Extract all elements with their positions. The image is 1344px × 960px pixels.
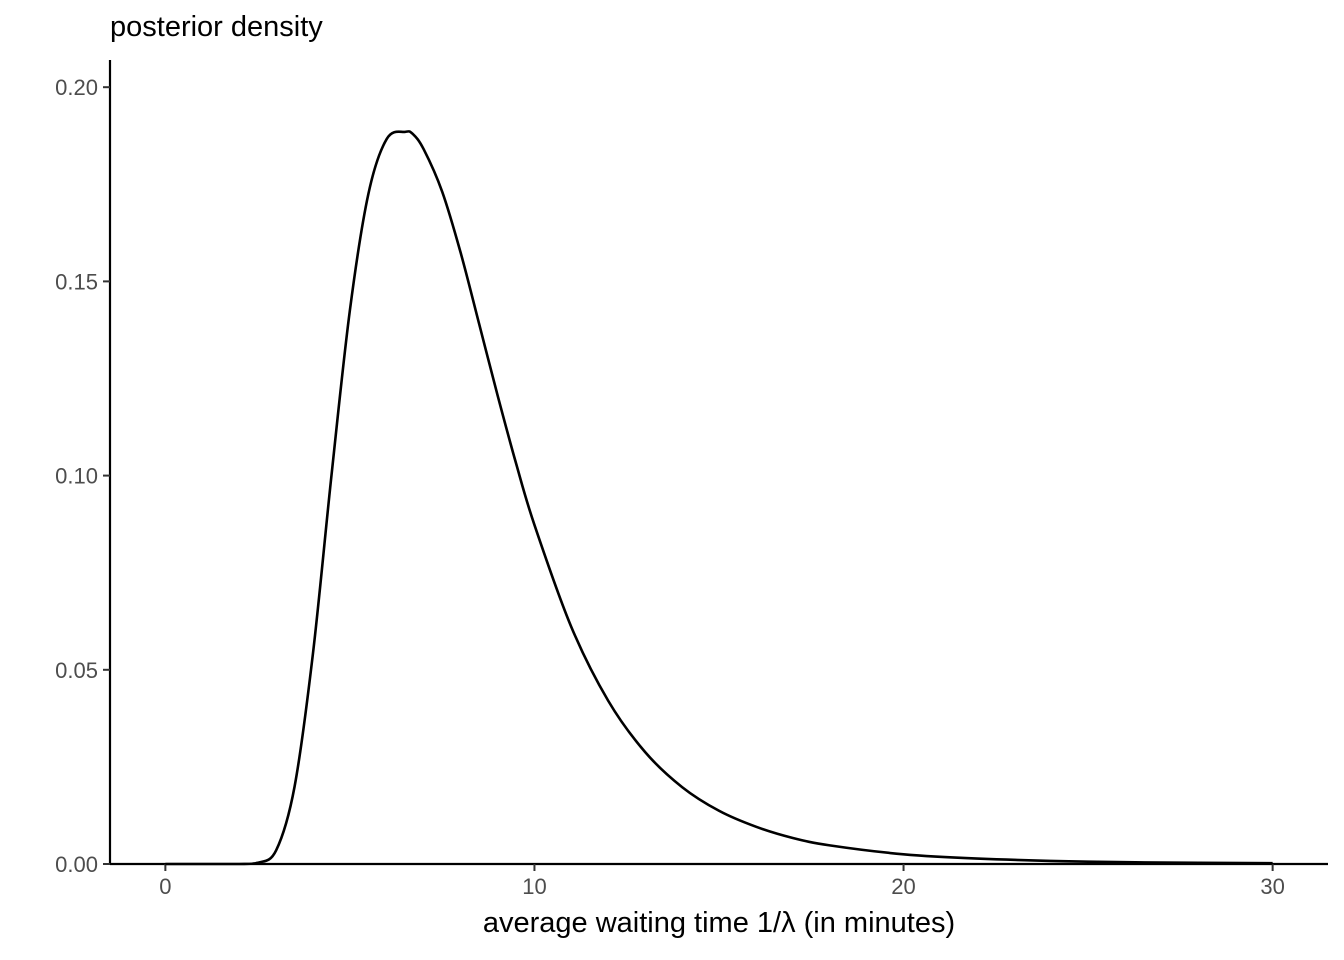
y-axis: 0.00 0.05 0.10 0.15 0.20 <box>55 60 112 877</box>
y-tick-label: 0.15 <box>55 269 98 294</box>
plot-area <box>165 130 1273 866</box>
y-tick-label: 0.20 <box>55 75 98 100</box>
chart-title: posterior density <box>110 11 323 43</box>
x-tick-label: 20 <box>891 874 915 899</box>
x-axis-title: average waiting time 1/λ (in minutes) <box>483 907 955 939</box>
x-axis: 0 10 20 30 <box>110 862 1328 899</box>
y-tick-label: 0.05 <box>55 658 98 683</box>
x-tick-label: 30 <box>1260 874 1284 899</box>
y-tick-label: 0.10 <box>55 464 98 489</box>
x-tick-label: 0 <box>159 874 171 899</box>
x-tick-label: 10 <box>522 874 546 899</box>
y-tick-label: 0.00 <box>55 852 98 877</box>
density-curve <box>165 130 1273 866</box>
